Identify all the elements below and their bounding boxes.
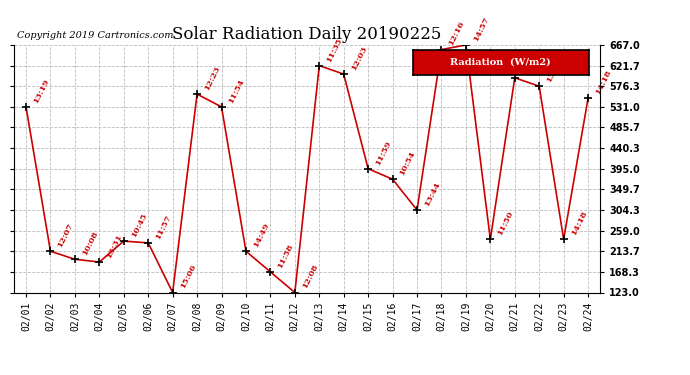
- Text: 11:35: 11:35: [325, 36, 344, 63]
- Text: 14:57: 14:57: [471, 16, 491, 43]
- Title: Solar Radiation Daily 20190225: Solar Radiation Daily 20190225: [172, 27, 442, 44]
- Text: 13:10: 13:10: [545, 57, 564, 84]
- Text: 11:59: 11:59: [374, 140, 393, 166]
- Text: 12:08: 12:08: [300, 263, 319, 290]
- Text: 11:57: 11:57: [154, 213, 173, 241]
- Text: 10:45: 10:45: [129, 212, 148, 239]
- Text: 14:18: 14:18: [593, 69, 613, 96]
- Text: 10:08: 10:08: [81, 230, 99, 257]
- Text: Copyright 2019 Cartronics.com: Copyright 2019 Cartronics.com: [17, 31, 173, 40]
- Text: 12:07: 12:07: [56, 222, 75, 249]
- Text: 10:54: 10:54: [398, 150, 417, 177]
- Text: 12:23: 12:23: [203, 65, 221, 92]
- Text: 13:31: 13:31: [105, 233, 124, 260]
- Text: 15:06: 15:06: [178, 263, 197, 290]
- Text: 12:03: 12:03: [349, 45, 368, 72]
- Text: 14:49: 14:49: [252, 222, 270, 249]
- Text: 12:16: 12:16: [447, 20, 466, 47]
- Text: 11:54: 11:54: [227, 78, 246, 105]
- Text: 14:18: 14:18: [569, 210, 589, 237]
- Text: 13:19: 13:19: [32, 78, 51, 105]
- Text: 11:58: 11:58: [276, 243, 295, 270]
- Text: 12:10: 12:10: [520, 48, 540, 76]
- Text: 11:50: 11:50: [496, 210, 515, 237]
- Text: 13:44: 13:44: [422, 181, 442, 208]
